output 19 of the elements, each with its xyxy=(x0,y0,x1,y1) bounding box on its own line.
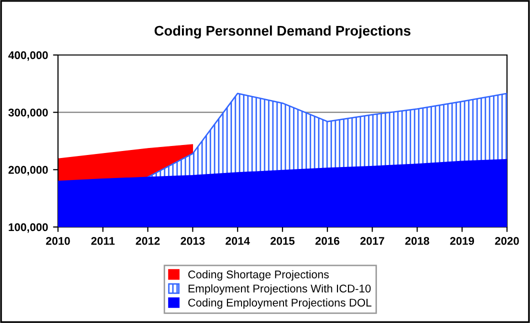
x-tick-label: 2018 xyxy=(405,237,430,245)
x-tick-label: 2020 xyxy=(495,237,519,245)
chart-title: Coding Personnel Demand Projections xyxy=(154,25,410,38)
x-tick-label: 2017 xyxy=(360,237,384,245)
x-tick-label: 2019 xyxy=(450,237,474,245)
x-tick-label: 2015 xyxy=(270,237,295,245)
x-tick-label: 2014 xyxy=(226,237,250,245)
y-tick-label: 100,000 xyxy=(8,223,48,233)
legend-label: Coding Employment Projections DOL xyxy=(188,298,372,309)
legend-label: Coding Shortage Projections xyxy=(188,270,329,281)
legend-label: Employment Projections With ICD-10 xyxy=(188,284,371,295)
x-tick-label: 2016 xyxy=(315,237,340,245)
y-tick-label: 400,000 xyxy=(8,51,48,61)
y-tick-label: 200,000 xyxy=(8,166,48,176)
x-tick-label: 2011 xyxy=(91,237,115,245)
y-tick-label: 300,000 xyxy=(8,108,48,118)
x-tick-label: 2012 xyxy=(136,237,160,245)
x-tick-label: 2013 xyxy=(180,237,205,245)
x-tick-label: 2010 xyxy=(46,237,70,245)
